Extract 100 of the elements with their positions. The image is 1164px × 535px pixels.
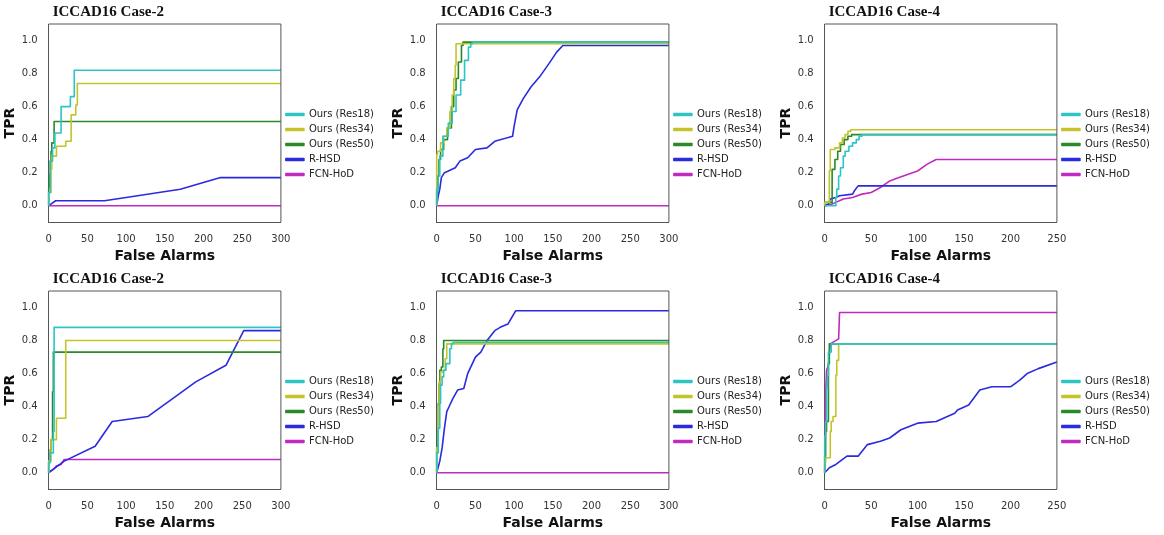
x-tick-label: 300 [271,499,291,511]
x-tick-label: 200 [581,499,602,511]
y-tick-label: 0.8 [409,67,426,79]
text: ICCAD16 Case-4 [828,3,941,20]
legend-label: Ours (Res34) [1084,123,1151,135]
x-tick-label: 250 [1047,232,1067,244]
x-tick-label: 300 [271,232,291,244]
y-tick-label: 0.4 [409,133,426,145]
legend-label: Ours (Res18) [696,375,763,387]
y-tick-label: 0.8 [797,334,814,346]
legend-label: R-HSD [308,420,341,432]
legend-label: FCN-HoD [308,435,355,447]
y-tick-label: 0.8 [797,67,814,79]
legend-label: Ours (Res18) [1084,375,1151,387]
y-tick-label: 0.2 [21,166,38,178]
legend-label: Ours (Res34) [696,123,763,135]
legend-label: Ours (Res34) [1084,390,1151,402]
x-tick-label: 150 [543,232,563,244]
x-tick-label: 50 [81,232,94,244]
legend-label: Ours (Res34) [696,390,763,402]
x-tick-label: 200 [193,499,214,511]
y-tick-label: 1.0 [409,301,426,313]
x-tick-label: 200 [1000,499,1021,511]
x-axis-title: False Alarms [114,247,216,264]
x-tick-label: 50 [864,499,878,511]
x-tick-label: 100 [504,499,524,511]
y-tick-label: 0.8 [21,67,38,79]
y-tick-label: 0.0 [797,466,814,478]
y-tick-label: 1.0 [797,301,814,313]
y-axis-title: TPR [1,374,18,406]
legend-label: Ours (Res50) [1084,405,1151,417]
y-axis-title: TPR [1,107,18,139]
x-tick-label: 250 [232,499,252,511]
x-tick-label: 250 [1047,499,1067,511]
x-tick-label: 150 [954,499,974,511]
y-tick-label: 0.8 [409,334,426,346]
y-tick-label: 0.2 [797,166,814,178]
x-tick-label: 50 [81,499,94,511]
legend-label: Ours (Res50) [696,138,763,150]
x-tick-label: 150 [155,499,175,511]
text: ICCAD16 Case-3 [440,270,552,287]
legend-label: FCN-HoD [1084,435,1131,447]
y-tick-label: 0.6 [21,367,38,379]
y-tick-label: 1.0 [409,34,426,46]
y-tick-label: 0.2 [797,433,814,445]
legend-label: Ours (Res50) [308,405,375,417]
legend-label: Ours (Res50) [696,405,763,417]
text: ICCAD16 Case-2 [52,3,164,20]
x-tick-label: 100 [116,499,136,511]
x-tick-label: 100 [116,232,136,244]
y-tick-label: 0.6 [797,100,814,112]
legend-label: Ours (Res18) [1084,108,1151,120]
y-tick-label: 0.0 [409,466,426,478]
y-tick-label: 0.0 [21,199,38,211]
y-tick-label: 0.6 [409,100,426,112]
y-tick-label: 0.0 [21,466,38,478]
legend-label: Ours (Res34) [308,390,375,402]
x-tick-label: 50 [864,232,878,244]
legend-label: R-HSD [696,420,729,432]
x-tick-label: 250 [232,232,252,244]
y-tick-label: 0.8 [21,334,38,346]
x-tick-label: 300 [659,232,679,244]
text: ICCAD16 Case-4 [828,270,941,287]
x-tick-label: 150 [155,232,175,244]
x-tick-label: 150 [543,499,563,511]
text: ICCAD16 Case-3 [440,3,552,20]
legend-label: FCN-HoD [1084,168,1131,180]
x-tick-label: 100 [504,232,524,244]
y-tick-label: 0.6 [21,100,38,112]
x-tick-label: 0 [433,232,440,244]
y-tick-label: 0.4 [21,400,38,412]
y-axis-title: TPR [777,374,794,406]
legend-label: FCN-HoD [696,435,743,447]
y-tick-label: 0.4 [797,133,814,145]
x-tick-label: 200 [193,232,214,244]
y-axis-title: TPR [389,374,406,406]
x-tick-label: 200 [581,232,602,244]
y-tick-label: 0.4 [409,400,426,412]
y-tick-label: 1.0 [21,301,38,313]
x-tick-label: 250 [620,232,640,244]
x-tick-label: 100 [908,232,928,244]
x-axis-title: False Alarms [502,514,604,531]
x-tick-label: 0 [821,499,828,511]
y-tick-label: 0.4 [21,133,38,145]
legend-label: Ours (Res18) [696,108,763,120]
y-tick-label: 0.0 [409,199,426,211]
x-tick-label: 50 [469,499,482,511]
x-tick-label: 200 [1000,232,1021,244]
legend-label: R-HSD [696,153,729,165]
x-tick-label: 0 [821,232,828,244]
x-tick-label: 0 [433,499,440,511]
x-tick-label: 250 [620,499,640,511]
y-tick-label: 1.0 [797,34,814,46]
legend-label: Ours (Res18) [308,108,375,120]
y-tick-label: 0.2 [409,166,426,178]
legend-label: R-HSD [1084,420,1117,432]
x-tick-label: 0 [45,232,52,244]
x-tick-label: 150 [954,232,974,244]
y-tick-label: 0.4 [797,400,814,412]
x-axis-title: False Alarms [890,247,992,264]
